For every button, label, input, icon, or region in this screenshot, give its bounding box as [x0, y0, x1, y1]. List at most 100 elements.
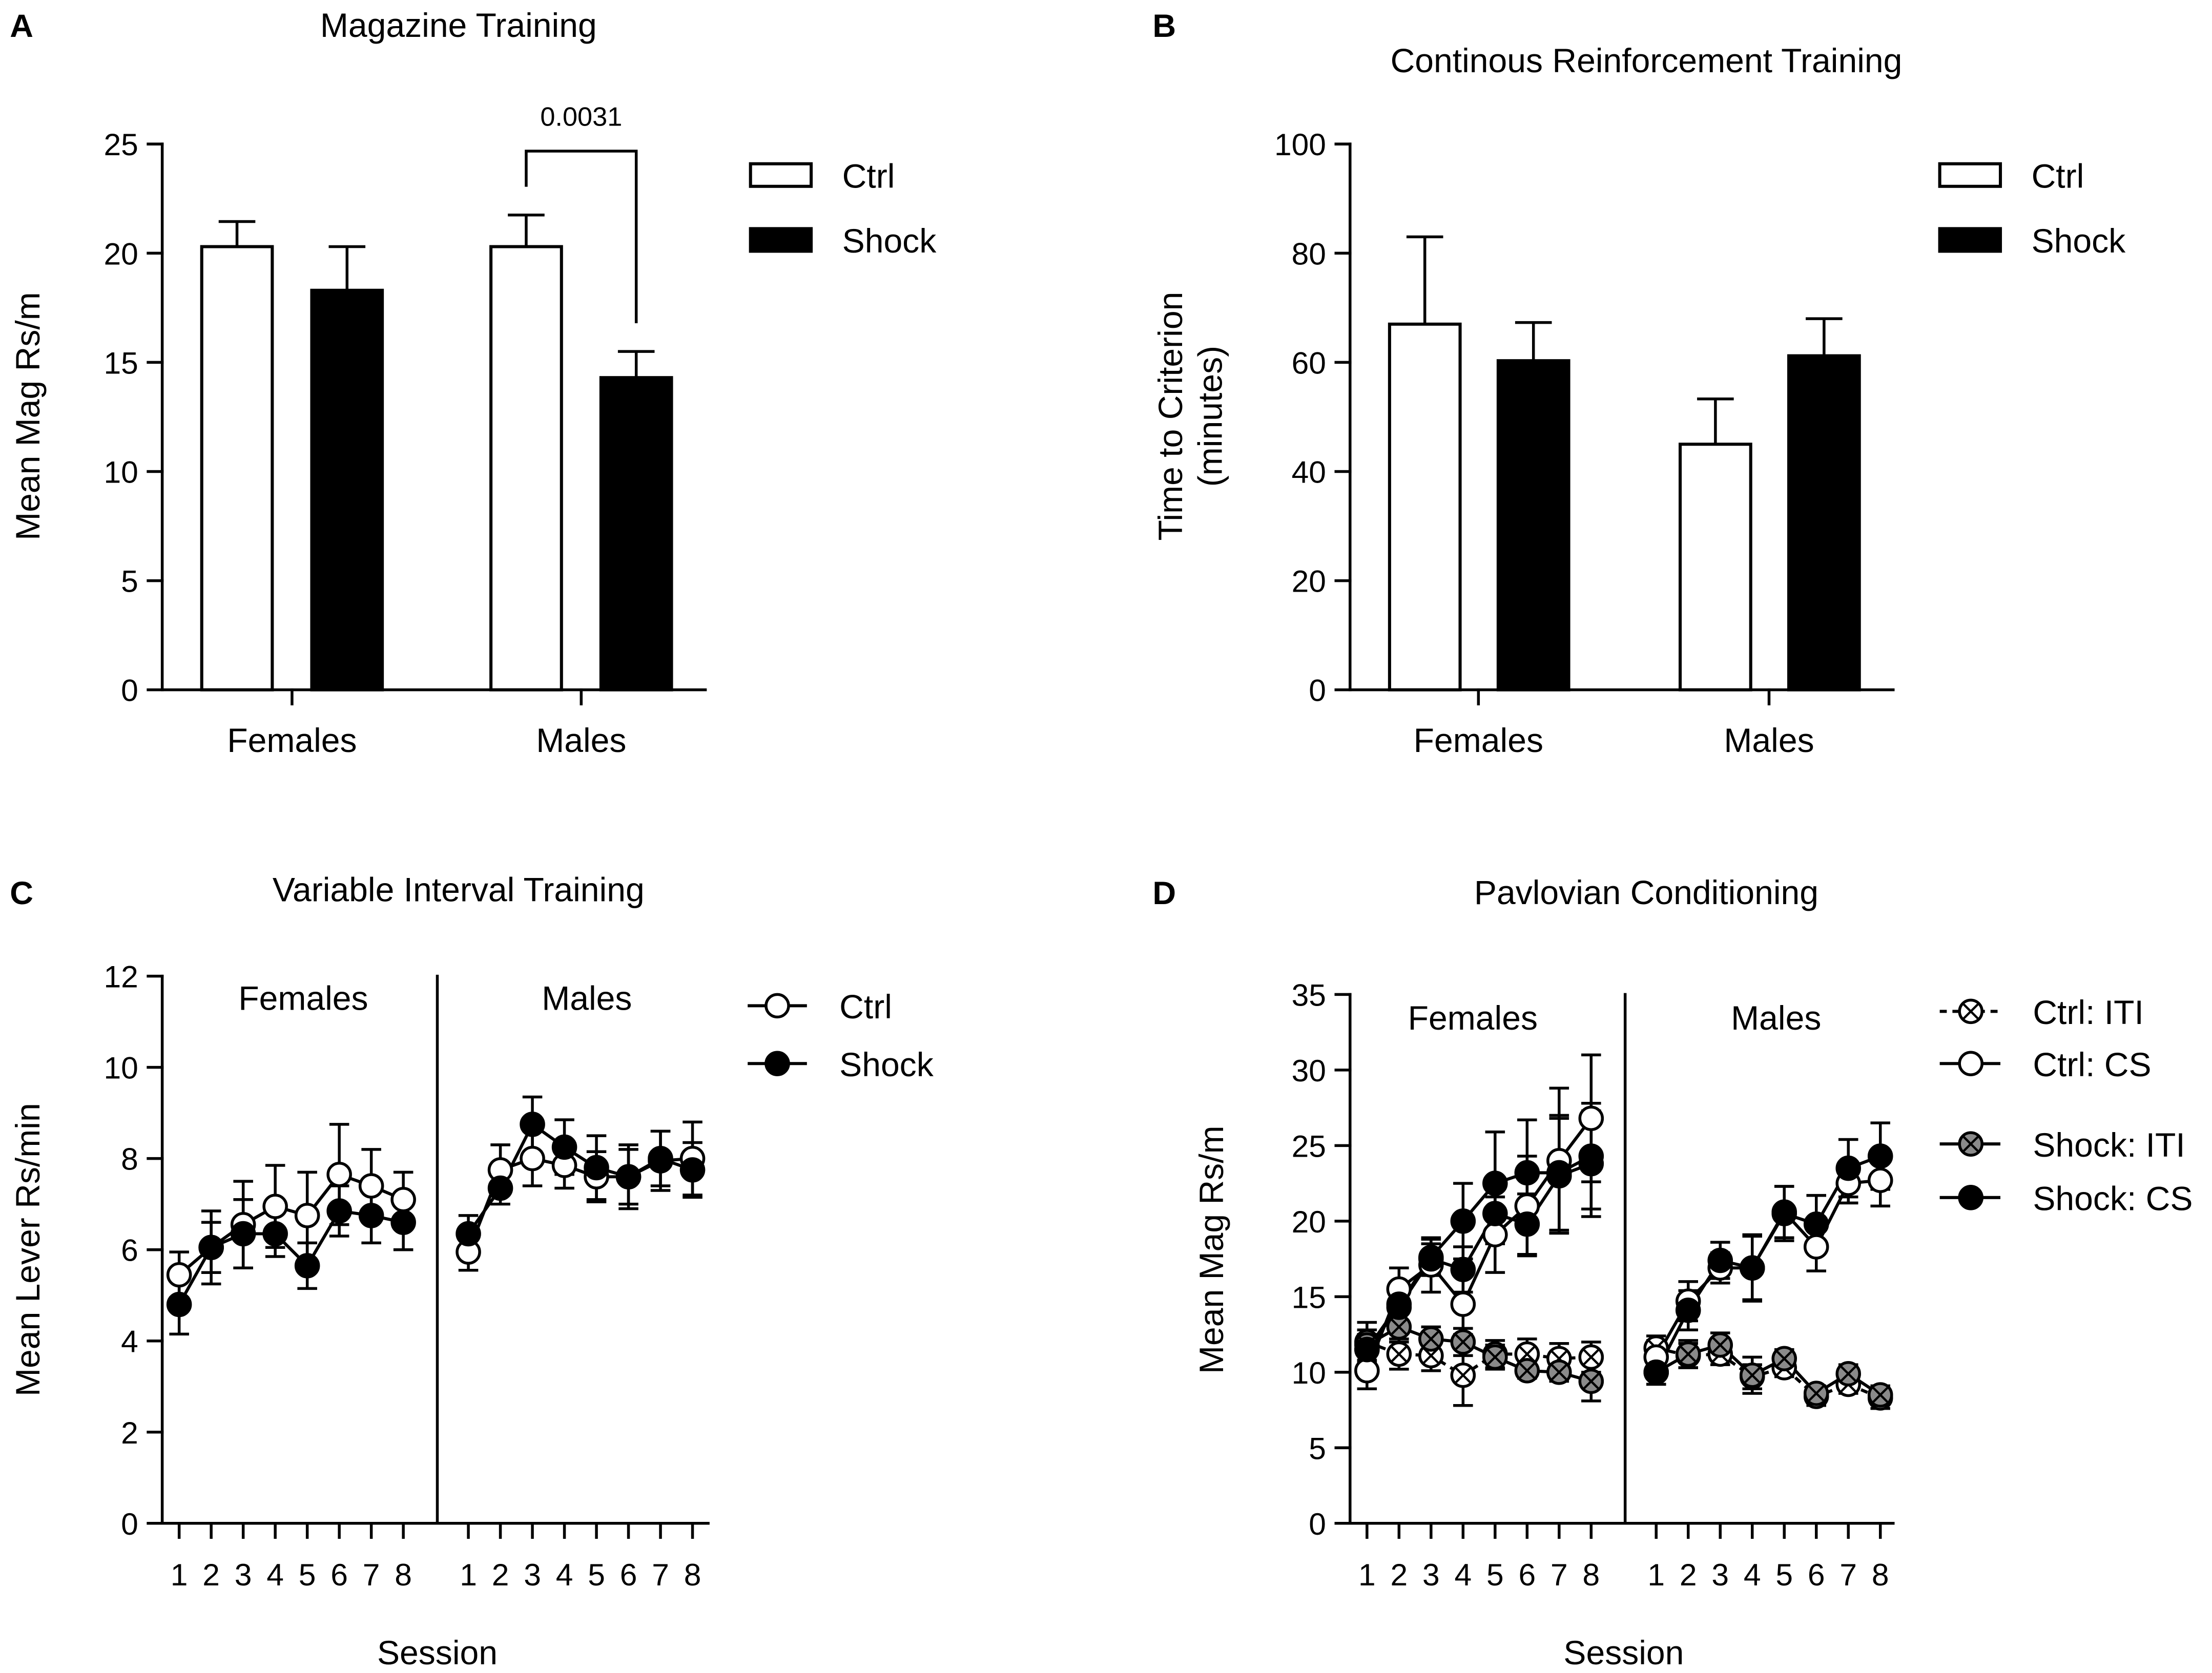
legend-label: Shock: [839, 1046, 934, 1084]
marker-circle: [1482, 1170, 1508, 1196]
significance-bracket: [525, 150, 638, 324]
marker-cross: [1551, 1364, 1567, 1381]
session-tick-label: 2: [1390, 1557, 1408, 1592]
marker-circle: [326, 1198, 352, 1224]
data-point-ctrl-cs: [1803, 1234, 1829, 1260]
session-tick-label: 6: [1808, 1557, 1825, 1592]
marker-circle: [551, 1134, 577, 1160]
marker-circle: [1450, 1291, 1476, 1317]
data-point-shock-cs: [1739, 1255, 1765, 1281]
x-axis-label: Session: [1563, 1634, 1684, 1672]
data-point-shock-iti: [1867, 1382, 1893, 1408]
marker-circle: [166, 1262, 192, 1288]
legend-item-shock-cs: Shock: CS: [1939, 1180, 2193, 1218]
data-point-shock: [487, 1175, 513, 1201]
session-tick-label: 5: [1486, 1557, 1504, 1592]
session-tick-label: 3: [1422, 1557, 1440, 1592]
y-tick-label: 0: [1309, 1507, 1326, 1541]
data-point-shock-cs: [1803, 1211, 1829, 1237]
panel-d: D Pavlovian Conditioning Mean Mag Rs/m 0 5 10…: [1152, 874, 2193, 1672]
panel-letter: B: [1152, 8, 1176, 44]
marker-cross: [1963, 1136, 1979, 1152]
data-point-shock-cs: [1482, 1170, 1508, 1196]
data-point-ctrl-iti: [1386, 1341, 1412, 1367]
session-tick-label: 4: [1454, 1557, 1472, 1592]
data-point-shock-iti: [1514, 1358, 1540, 1384]
session-tick-label: 5: [1775, 1557, 1793, 1592]
marker-cross: [1455, 1334, 1471, 1350]
data-point-ctrl-iti: [1578, 1344, 1604, 1370]
marker-cross: [1423, 1331, 1439, 1347]
y-tick-label: 60: [1292, 345, 1326, 380]
data-point-shock-cs: [1546, 1163, 1572, 1189]
y-axis-label: Time to Criterion: [1152, 292, 1190, 541]
data-point-shock-iti: [1482, 1344, 1508, 1370]
data-point-ctrl: [358, 1173, 384, 1199]
data-point-shock-cs: [1835, 1155, 1862, 1181]
data-point-shock-iti: [1771, 1346, 1797, 1372]
bar-shock-females: [310, 288, 384, 692]
data-point-shock-iti: [1450, 1329, 1476, 1355]
marker-circle: [1675, 1298, 1701, 1323]
y-axis-label: Mean Lever Rs/min: [9, 1103, 47, 1396]
marker-circle: [1418, 1246, 1444, 1272]
marker-circle: [358, 1173, 384, 1199]
data-lines: [178, 1122, 693, 1305]
data-point-shock-cs: [1514, 1211, 1540, 1237]
marker-circle: [166, 1291, 192, 1318]
legend-label: Ctrl: CS: [2033, 1046, 2151, 1084]
legend-swatch: [749, 162, 813, 188]
marker-circle: [358, 1203, 384, 1228]
y-tick-label: 0: [1309, 673, 1326, 708]
y-tick-label: 4: [121, 1324, 138, 1359]
marker-circle: [1546, 1163, 1572, 1189]
marker-circle: [1707, 1247, 1733, 1273]
session-tick-label: 8: [1582, 1557, 1600, 1592]
data-point-ctrl: [166, 1262, 192, 1288]
marker-circle: [1578, 1151, 1604, 1177]
marker-cross: [1391, 1319, 1407, 1335]
marker-circle: [487, 1175, 513, 1201]
marker-circle: [648, 1145, 673, 1172]
marker-circle: [1643, 1360, 1669, 1385]
data-point-shock: [551, 1134, 577, 1160]
data-point-shock-cs: [1771, 1201, 1797, 1226]
y-tick-label: 20: [104, 236, 138, 271]
session-tick-label: 7: [652, 1557, 669, 1592]
marker-cross: [1744, 1367, 1760, 1383]
data-point-shock: [294, 1253, 320, 1279]
data-point-shock: [520, 1112, 545, 1137]
marker-circle: [294, 1203, 320, 1228]
marker-circle: [764, 993, 790, 1019]
data-point-shock-cs: [1675, 1298, 1701, 1323]
marker-cross: [1455, 1367, 1471, 1383]
bar-shock-males: [1787, 354, 1861, 692]
marker-circle: [262, 1194, 288, 1219]
data-point-shock: [230, 1221, 256, 1247]
marker-circle: [1578, 1105, 1604, 1132]
data-point-shock-cs: [1578, 1151, 1604, 1177]
session-tick-label: 1: [171, 1557, 188, 1592]
legend-label: Shock: CS: [2033, 1180, 2193, 1218]
marker-cross: [1487, 1349, 1503, 1365]
marker-cross: [1583, 1349, 1599, 1365]
legend-label: Shock: [842, 222, 937, 260]
data-point-shock-cs: [1643, 1360, 1669, 1385]
marker-circle: [1739, 1255, 1765, 1281]
session-tick-label: 7: [1551, 1557, 1568, 1592]
data-point-shock-iti: [1675, 1341, 1701, 1367]
data-point-shock: [358, 1203, 384, 1228]
data-point-shock: [456, 1221, 481, 1247]
data-point-shock-cs: [1386, 1294, 1412, 1320]
legend-swatch: [1938, 162, 2002, 188]
legend-label: Ctrl: [2032, 158, 2084, 196]
data-point-shock-cs: [1482, 1201, 1508, 1226]
marker-circle: [1835, 1155, 1862, 1181]
legend-marker: [1958, 1051, 1983, 1077]
session-tick-label: 3: [235, 1557, 252, 1592]
marker-circle: [1867, 1143, 1893, 1169]
marker-cross: [1680, 1346, 1696, 1362]
data-point-shock-iti: [1546, 1360, 1572, 1385]
legend-label: Ctrl: ITI: [2033, 994, 2144, 1032]
panel-a: A Magazine Training Mean Mag Rs/m 0 5 10 15 20 2…: [9, 7, 937, 760]
